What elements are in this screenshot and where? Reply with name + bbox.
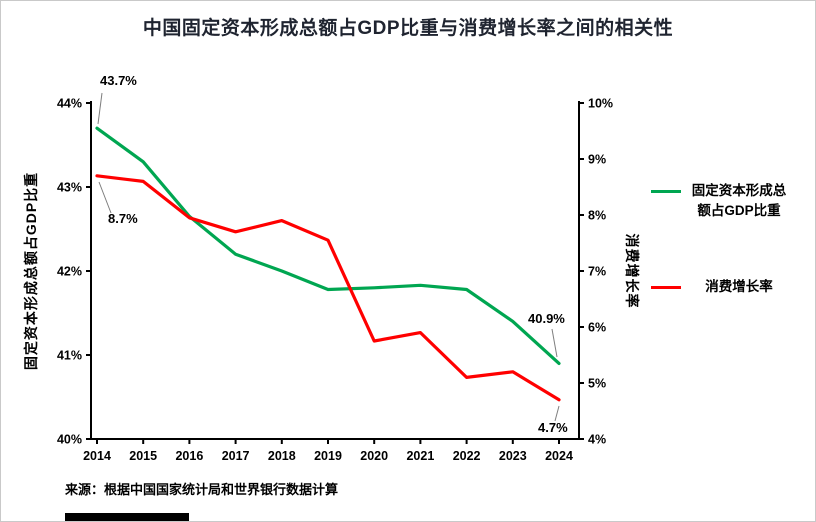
bottom-black-bar: [65, 513, 189, 521]
x-axis-tick-label: 2020: [360, 449, 388, 463]
data-label: 43.7%: [100, 73, 137, 88]
x-axis-tick-label: 2021: [406, 449, 434, 463]
source-note: 来源：根据中国国家统计局和世界银行数据计算: [65, 482, 339, 497]
legend-item-gdp-ratio: 固定资本形成总额占GDP比重: [651, 181, 801, 221]
data-label: 4.7%: [538, 420, 568, 435]
data-label: 40.9%: [528, 311, 565, 326]
annotation-leader-line: [554, 405, 560, 422]
right-axis-tick-label: 9%: [588, 153, 606, 167]
legend-label-consumption-growth: 消费增长率: [705, 279, 773, 294]
legend-line-swatch-red: [651, 286, 681, 289]
x-axis-tick-label: 2024: [545, 449, 573, 463]
left-axis-title: 固定资本形成总额占GDP比重: [23, 171, 39, 371]
x-axis-tick-label: 2019: [314, 449, 342, 463]
right-axis-tick-label: 10%: [588, 97, 613, 111]
legend-item-consumption-growth: 消费增长率: [651, 277, 801, 297]
x-axis-tick-label: 2014: [83, 449, 111, 463]
right-axis-tick-label: 8%: [588, 209, 606, 223]
legend: 固定资本形成总额占GDP比重 消费增长率: [651, 181, 801, 297]
legend-line-swatch-green: [651, 190, 681, 193]
annotation-leader-line: [97, 92, 103, 125]
right-axis-tick-label: 7%: [588, 265, 606, 279]
legend-label-gdp-ratio: 固定资本形成总额占GDP比重: [691, 183, 787, 218]
x-axis-tick-label: 2022: [453, 449, 481, 463]
left-axis-tick-label: 43%: [57, 181, 82, 195]
annotation-leader-line: [98, 181, 112, 214]
x-axis-tick-label: 2018: [268, 449, 296, 463]
left-axis-tick-label: 42%: [57, 265, 82, 279]
x-axis-tick-label: 2023: [499, 449, 527, 463]
left-axis-tick-label: 40%: [57, 433, 82, 447]
chart-title: 中国固定资本形成总额占GDP比重与消费增长率之间的相关性: [142, 18, 674, 39]
x-axis-tick-label: 2016: [175, 449, 203, 463]
annotation-leader-line: [551, 328, 558, 358]
data-label: 8.7%: [108, 211, 138, 226]
x-axis-tick-label: 2017: [222, 449, 250, 463]
series-line-consumption-growth: [95, 174, 561, 402]
right-axis-tick-label: 4%: [588, 433, 606, 447]
right-axis-title: 消费增长率: [624, 233, 640, 309]
left-axis-tick-label: 44%: [57, 97, 82, 111]
right-axis-tick-label: 6%: [588, 321, 606, 335]
left-axis-tick-label: 41%: [57, 349, 82, 363]
x-axis-tick-label: 2015: [129, 449, 157, 463]
series-line-gdp-ratio: [95, 126, 561, 365]
right-axis-tick-label: 5%: [588, 377, 606, 391]
